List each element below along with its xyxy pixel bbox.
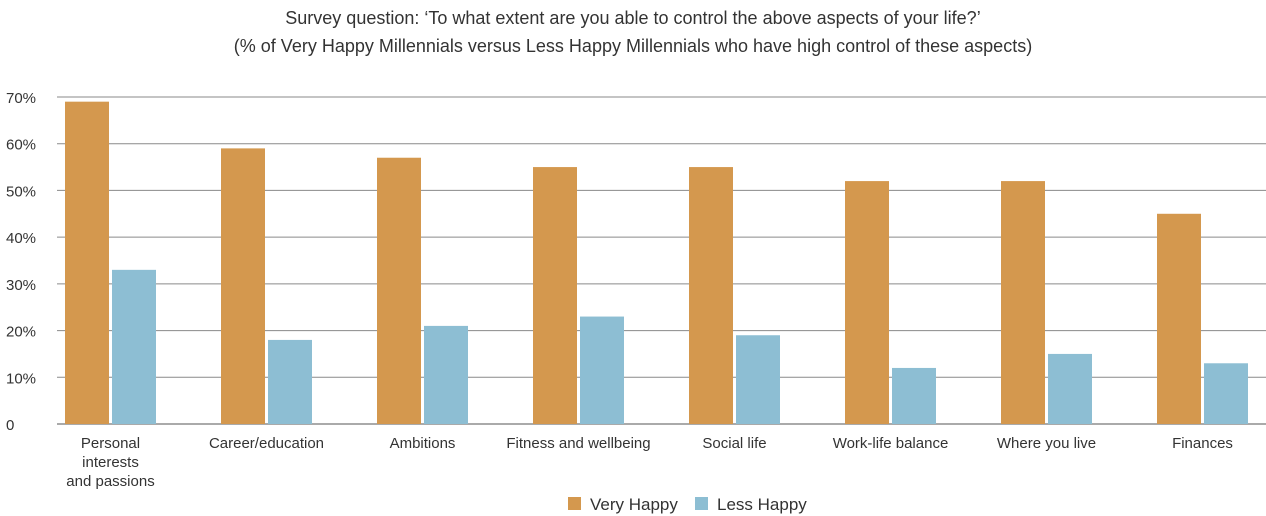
legend-swatch <box>568 497 581 510</box>
y-tick-label: 30% <box>6 277 36 294</box>
y-tick-label: 70% <box>6 90 36 107</box>
bar-very-happy <box>221 148 265 424</box>
x-tick-label: and passions <box>66 473 154 490</box>
x-tick-label: Personal <box>81 435 140 452</box>
bar-very-happy <box>533 167 577 425</box>
bar-less-happy <box>424 325 468 424</box>
bar-very-happy <box>65 101 109 425</box>
x-tick-label: Work-life balance <box>833 435 949 452</box>
bar-very-happy <box>845 181 889 424</box>
bar-very-happy <box>1157 213 1201 424</box>
y-tick-label: 50% <box>6 183 36 200</box>
x-tick-label: Ambitions <box>390 435 456 452</box>
x-tick-label: interests <box>82 454 139 471</box>
x-tick-label: Fitness and wellbeing <box>506 435 650 452</box>
x-tick-label: Career/education <box>209 435 324 452</box>
bar-less-happy <box>1048 353 1092 424</box>
x-tick-label: Social life <box>702 435 766 452</box>
x-tick-label: Where you live <box>997 435 1096 452</box>
y-tick-label: 10% <box>6 370 36 387</box>
chart-subtitle: (% of Very Happy Millennials versus Less… <box>233 36 1033 56</box>
bar-less-happy <box>1204 363 1248 424</box>
bar-less-happy <box>892 367 936 424</box>
x-tick-label: Finances <box>1172 435 1233 452</box>
bar-less-happy <box>268 339 312 424</box>
legend-swatch <box>695 497 708 510</box>
bar-very-happy <box>1001 181 1045 424</box>
y-tick-label: 60% <box>6 137 36 154</box>
bar-less-happy <box>736 335 780 424</box>
y-tick-label: 40% <box>6 230 36 247</box>
chart-title: Survey question: ‘To what extent are you… <box>285 8 981 28</box>
y-tick-label: 0 <box>6 417 14 434</box>
bar-very-happy <box>377 157 421 424</box>
legend-label: Less Happy <box>717 495 807 514</box>
y-tick-label: 20% <box>6 324 36 341</box>
bar-very-happy <box>689 167 733 425</box>
bar-less-happy <box>580 316 624 424</box>
legend-label: Very Happy <box>590 495 678 514</box>
bar-less-happy <box>112 269 156 424</box>
